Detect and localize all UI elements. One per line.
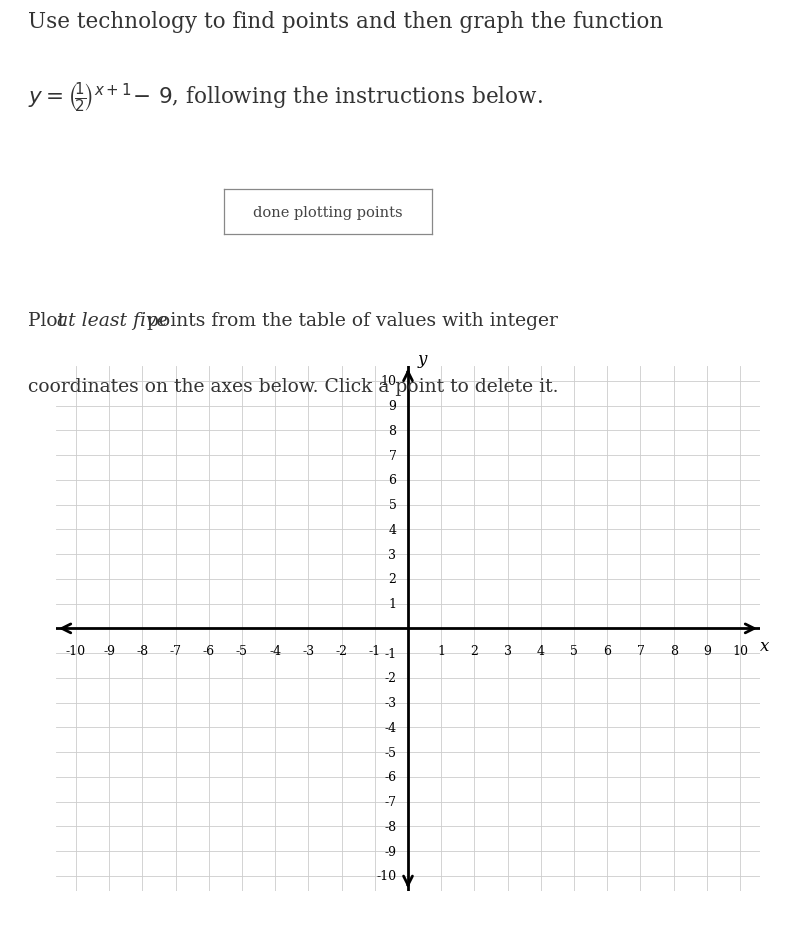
Text: -6: -6 — [202, 645, 215, 658]
Text: -8: -8 — [384, 820, 396, 833]
Text: coordinates on the axes below. Click a point to delete it.: coordinates on the axes below. Click a p… — [28, 378, 558, 395]
Text: done plotting points: done plotting points — [253, 205, 403, 219]
Text: 4: 4 — [537, 645, 545, 658]
Text: x: x — [760, 638, 770, 654]
Text: -4: -4 — [269, 645, 282, 658]
Text: -5: -5 — [236, 645, 248, 658]
Text: at least five: at least five — [57, 312, 167, 329]
Text: 9: 9 — [703, 645, 711, 658]
Text: 1: 1 — [388, 598, 396, 611]
Text: -1: -1 — [384, 647, 396, 660]
Text: $y = \left(\!\frac{1}{2}\!\right)^{x+1}\!-\,9$, following the instructions below: $y = \left(\!\frac{1}{2}\!\right)^{x+1}\… — [28, 81, 543, 115]
Text: 8: 8 — [388, 424, 396, 437]
Text: y: y — [418, 351, 427, 367]
Text: -7: -7 — [384, 795, 396, 808]
Text: -2: -2 — [384, 672, 396, 685]
Text: 7: 7 — [389, 449, 396, 462]
Text: 3: 3 — [388, 548, 396, 561]
Text: -3: -3 — [302, 645, 314, 658]
Text: -10: -10 — [376, 870, 396, 883]
Text: 7: 7 — [637, 645, 644, 658]
Text: Plot: Plot — [28, 312, 71, 329]
Text: 10: 10 — [380, 375, 396, 388]
Text: 6: 6 — [388, 474, 396, 487]
Text: -10: -10 — [66, 645, 86, 658]
Text: -5: -5 — [384, 746, 396, 759]
Text: -1: -1 — [369, 645, 381, 658]
Text: 2: 2 — [470, 645, 478, 658]
Text: -3: -3 — [384, 696, 396, 709]
Text: 8: 8 — [670, 645, 678, 658]
Text: 4: 4 — [388, 523, 396, 536]
Text: 5: 5 — [389, 498, 396, 511]
Text: 1: 1 — [438, 645, 446, 658]
Text: -8: -8 — [136, 645, 149, 658]
Text: Use technology to find points and then graph the function: Use technology to find points and then g… — [28, 11, 663, 33]
Text: -9: -9 — [384, 844, 396, 857]
Text: -7: -7 — [170, 645, 182, 658]
Text: -9: -9 — [103, 645, 115, 658]
Text: 10: 10 — [732, 645, 748, 658]
Text: -4: -4 — [384, 721, 396, 734]
Text: -6: -6 — [384, 770, 396, 783]
Text: 6: 6 — [603, 645, 611, 658]
Text: 3: 3 — [504, 645, 512, 658]
Text: points from the table of values with integer: points from the table of values with int… — [141, 312, 558, 329]
Text: -2: -2 — [335, 645, 347, 658]
Text: 5: 5 — [570, 645, 578, 658]
Text: 2: 2 — [389, 573, 396, 586]
Text: 9: 9 — [389, 400, 396, 413]
